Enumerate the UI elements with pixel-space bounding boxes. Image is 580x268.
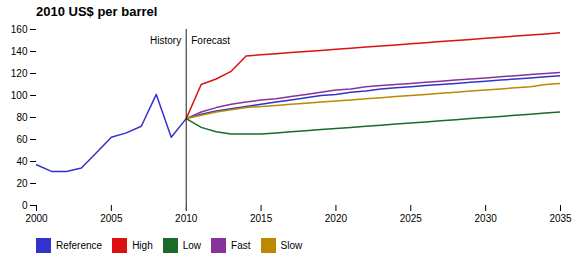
svg-text:2000: 2000 xyxy=(25,213,48,224)
svg-text:140: 140 xyxy=(11,46,28,57)
svg-text:2010: 2010 xyxy=(175,213,198,224)
svg-text:120: 120 xyxy=(11,68,28,79)
html-text:Low: Low xyxy=(182,240,202,251)
svg-text:History: History xyxy=(150,35,181,46)
svg-text:40: 40 xyxy=(16,156,28,167)
html-text:Fast: Fast xyxy=(231,240,251,251)
svg-text:60: 60 xyxy=(16,134,28,145)
html-text:Slow: Slow xyxy=(280,240,303,251)
svg-text:100: 100 xyxy=(11,90,28,101)
svg-text:0: 0 xyxy=(22,200,28,211)
svg-text:2035: 2035 xyxy=(549,213,572,224)
html-text:2010 US$ per barrel: 2010 US$ per barrel xyxy=(36,4,158,19)
svg-text:160: 160 xyxy=(11,24,28,35)
svg-text:2020: 2020 xyxy=(325,213,348,224)
svg-text:Forecast: Forecast xyxy=(191,35,230,46)
html-text:Reference: Reference xyxy=(56,240,103,251)
svg-text:2025: 2025 xyxy=(400,213,423,224)
svg-text:20: 20 xyxy=(16,178,28,189)
html-text:High: High xyxy=(132,240,153,251)
svg-text:2030: 2030 xyxy=(475,213,498,224)
svg-text:2015: 2015 xyxy=(250,213,273,224)
svg-text:80: 80 xyxy=(16,112,28,123)
svg-text:2005: 2005 xyxy=(100,213,123,224)
